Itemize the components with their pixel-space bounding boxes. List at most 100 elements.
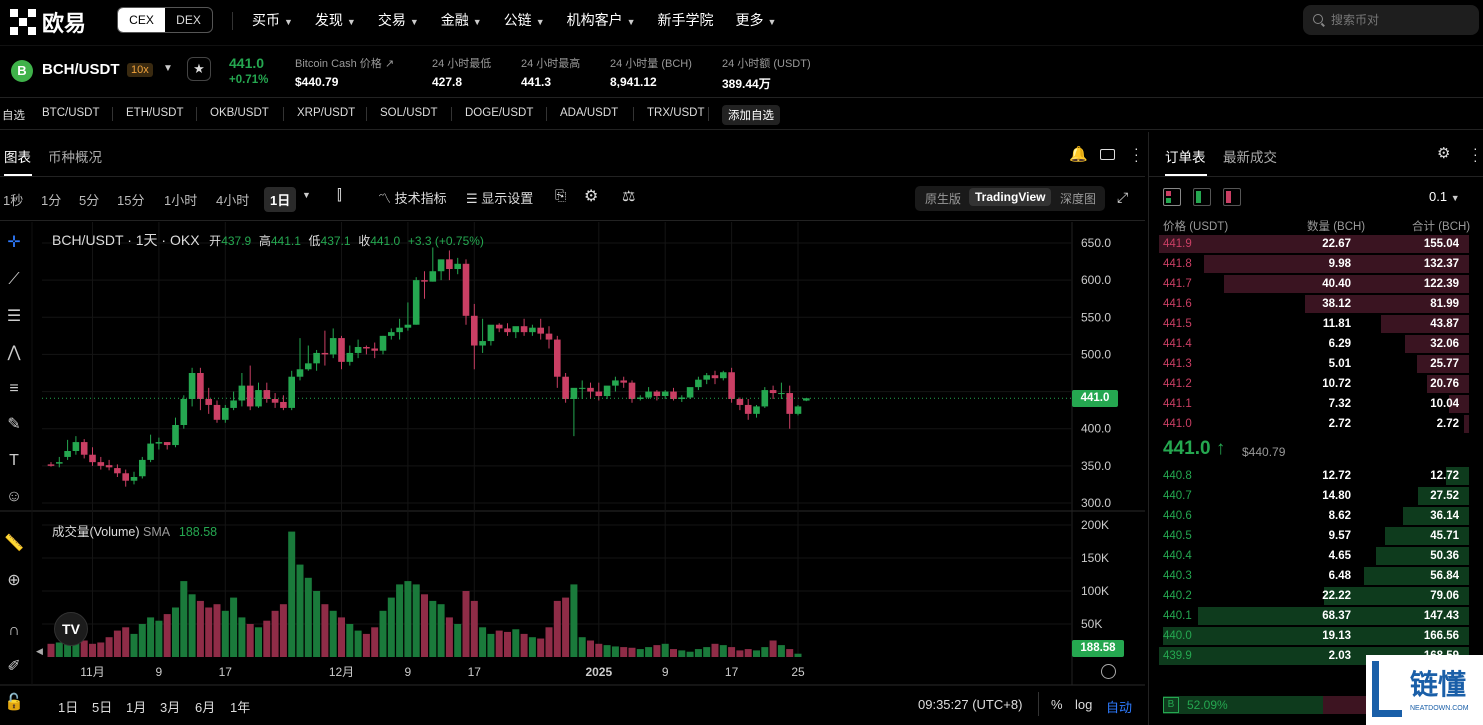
- volume-bar[interactable]: [429, 600, 437, 657]
- candle-body[interactable]: [695, 379, 702, 388]
- sliders-settings-icon[interactable]: ⚙: [1437, 145, 1451, 162]
- candle-body[interactable]: [404, 324, 412, 328]
- ticker-stat[interactable]: Bitcoin Cash 价格 ↗ $440.79: [295, 55, 394, 89]
- candle-body[interactable]: [197, 373, 204, 399]
- step-select[interactable]: 0.1 ▼: [1429, 189, 1460, 204]
- range-1[interactable]: 5日: [92, 700, 113, 715]
- timezone-settings-icon[interactable]: [1101, 664, 1116, 679]
- volume-bar[interactable]: [462, 591, 470, 657]
- volume-bar[interactable]: [794, 653, 802, 657]
- volume-bar[interactable]: [570, 584, 578, 657]
- candle-body[interactable]: [578, 387, 586, 389]
- watchlist-pair[interactable]: OKB/USDT: [210, 107, 269, 119]
- candle-body[interactable]: [56, 462, 63, 464]
- volume-bar[interactable]: [279, 604, 287, 657]
- volume-bar[interactable]: [412, 584, 420, 657]
- volume-bar[interactable]: [105, 637, 113, 657]
- percent-toggle[interactable]: %: [1051, 697, 1063, 712]
- bid-row[interactable]: 440.7 14.80 27.52: [1149, 486, 1469, 506]
- volume-bar[interactable]: [587, 640, 594, 658]
- watchlist-pair[interactable]: BTC/USDT: [42, 107, 100, 119]
- favorite-star-icon[interactable]: ★: [187, 57, 211, 81]
- volume-bar[interactable]: [553, 600, 561, 657]
- lock-icon[interactable]: 🔓: [4, 694, 24, 711]
- ask-row[interactable]: 441.2 10.72 20.76: [1149, 374, 1469, 394]
- candle-body[interactable]: [288, 376, 295, 408]
- volume-bar[interactable]: [64, 640, 72, 658]
- candle-body[interactable]: [587, 387, 594, 392]
- candle-body[interactable]: [595, 391, 603, 397]
- volume-bar[interactable]: [122, 627, 130, 657]
- volume-bar[interactable]: [645, 647, 653, 657]
- view-depth[interactable]: 深度图: [1060, 192, 1097, 206]
- search-input[interactable]: 搜索币对: [1303, 5, 1479, 35]
- volume-bar[interactable]: [89, 643, 96, 657]
- volume-bar[interactable]: [504, 631, 511, 657]
- candle-body[interactable]: [130, 477, 138, 481]
- volume-bar[interactable]: [761, 647, 769, 657]
- volume-bar[interactable]: [47, 643, 55, 657]
- volume-bar[interactable]: [711, 643, 719, 657]
- interval-4[interactable]: 1小时: [164, 193, 198, 208]
- cex-tab[interactable]: CEX: [118, 8, 165, 32]
- ask-row[interactable]: 441.5 11.81 43.87: [1149, 314, 1469, 334]
- volume-bar[interactable]: [138, 624, 146, 657]
- candle-body[interactable]: [769, 390, 777, 394]
- volume-bar[interactable]: [578, 637, 586, 657]
- volume-bar[interactable]: [678, 650, 686, 657]
- candle-body[interactable]: [412, 280, 420, 325]
- volume-bar[interactable]: [230, 597, 238, 657]
- candle-body[interactable]: [562, 376, 569, 399]
- candle-body[interactable]: [520, 326, 528, 333]
- price-chart[interactable]: 650.0 600.0 550.0 500.0 400.0 350.0 300.0 200K 1…: [0, 0, 1145, 725]
- gear-icon[interactable]: ⚙: [584, 188, 599, 205]
- volume-bar[interactable]: [628, 647, 636, 657]
- candle-body[interactable]: [238, 385, 246, 401]
- auto-toggle[interactable]: 自动: [1106, 700, 1133, 715]
- volume-bar[interactable]: [255, 627, 262, 657]
- candle-body[interactable]: [653, 391, 661, 397]
- text-tool-icon[interactable]: T: [9, 452, 19, 469]
- volume-bar[interactable]: [719, 645, 727, 657]
- candle-body[interactable]: [47, 464, 55, 466]
- volume-bar[interactable]: [113, 630, 121, 657]
- volume-bar[interactable]: [653, 645, 661, 657]
- candle-body[interactable]: [180, 399, 188, 425]
- more-vertical-icon[interactable]: · · ·: [1473, 140, 1478, 168]
- nav-item-4[interactable]: 公链 ▼: [504, 0, 567, 44]
- candle-body[interactable]: [686, 387, 694, 398]
- interval-2[interactable]: 5分: [79, 193, 100, 208]
- expand-icon[interactable]: ⤢: [1117, 189, 1129, 205]
- candle-body[interactable]: [213, 404, 221, 420]
- volume-bar[interactable]: [147, 617, 155, 657]
- volume-bar[interactable]: [670, 649, 677, 657]
- bid-row[interactable]: 440.1 68.37 147.43: [1149, 606, 1469, 626]
- tab-orderbook[interactable]: 订单表: [1165, 150, 1206, 165]
- candle-body[interactable]: [761, 390, 769, 407]
- candle-body[interactable]: [147, 443, 154, 460]
- volume-bar[interactable]: [728, 647, 736, 657]
- candle-body[interactable]: [64, 451, 71, 457]
- nav-item-6[interactable]: 新手学院: [658, 0, 736, 44]
- candle-body[interactable]: [570, 387, 578, 399]
- volume-bar[interactable]: [172, 607, 179, 658]
- view-native[interactable]: 原生版: [925, 192, 962, 206]
- candle-body[interactable]: [661, 391, 669, 397]
- watchlist-pair[interactable]: XRP/USDT: [297, 107, 356, 119]
- candle-body[interactable]: [711, 375, 719, 379]
- volume-bar[interactable]: [736, 650, 744, 657]
- volume-bar[interactable]: [445, 617, 453, 657]
- watchlist-pair[interactable]: SOL/USDT: [380, 107, 438, 119]
- volume-bar[interactable]: [130, 633, 138, 657]
- indicators-button[interactable]: 〽 技术指标: [378, 188, 447, 207]
- ask-row[interactable]: 441.0 2.72 2.72: [1149, 414, 1469, 434]
- candle-body[interactable]: [313, 352, 320, 364]
- candle-body[interactable]: [620, 380, 627, 383]
- nav-item-3[interactable]: 金融 ▼: [441, 0, 504, 44]
- candle-body[interactable]: [321, 352, 329, 355]
- volume-bar[interactable]: [329, 610, 337, 657]
- candle-body[interactable]: [89, 454, 96, 463]
- interval-dropdown-chevron-icon[interactable]: ▼: [302, 190, 311, 200]
- candle-body[interactable]: [72, 442, 80, 451]
- volume-bar[interactable]: [661, 643, 669, 657]
